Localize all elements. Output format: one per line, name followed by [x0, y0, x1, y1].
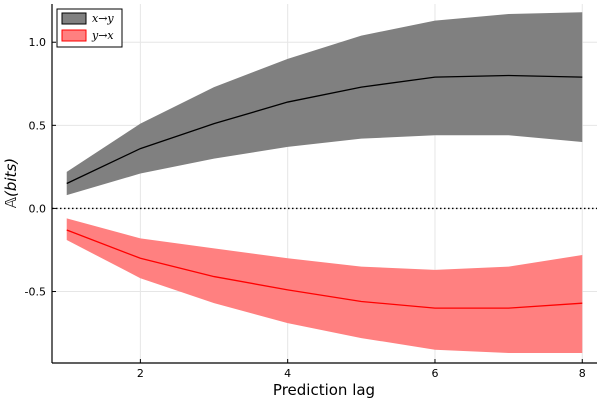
- band-series-1: [66, 12, 583, 196]
- y-tick-label: -0.5: [25, 286, 46, 299]
- x-tick-label: 6: [431, 367, 438, 380]
- y-tick-label: 0.5: [29, 119, 47, 132]
- x-tick-label: 4: [284, 367, 291, 380]
- x-tick-label: 8: [579, 367, 586, 380]
- y-tick-label: 1.0: [29, 36, 47, 49]
- line-layer: [52, 74, 597, 309]
- legend-swatch-x-to-y: [61, 12, 87, 25]
- mean-line-series-2: [66, 229, 583, 309]
- mean-line-series-1: [66, 74, 583, 185]
- x-axis-title: Prediction lag: [273, 381, 375, 399]
- y-axis-title: 𝔸(bits): [2, 158, 20, 208]
- legend-label-x-to-y: x→y: [92, 12, 114, 25]
- y-tick-label: 0.0: [29, 202, 47, 215]
- tick-layer: 2 4 6 8 -0.5 0.0 0.5 1.0: [25, 36, 586, 380]
- band-layer: [66, 12, 583, 354]
- legend: x→y y→x: [56, 8, 123, 48]
- band-series-2: [66, 218, 583, 354]
- axis-layer: [51, 4, 597, 364]
- x-tick-label: 2: [137, 367, 144, 380]
- legend-swatch-y-to-x: [61, 29, 87, 42]
- legend-label-y-to-x: y→x: [91, 29, 114, 42]
